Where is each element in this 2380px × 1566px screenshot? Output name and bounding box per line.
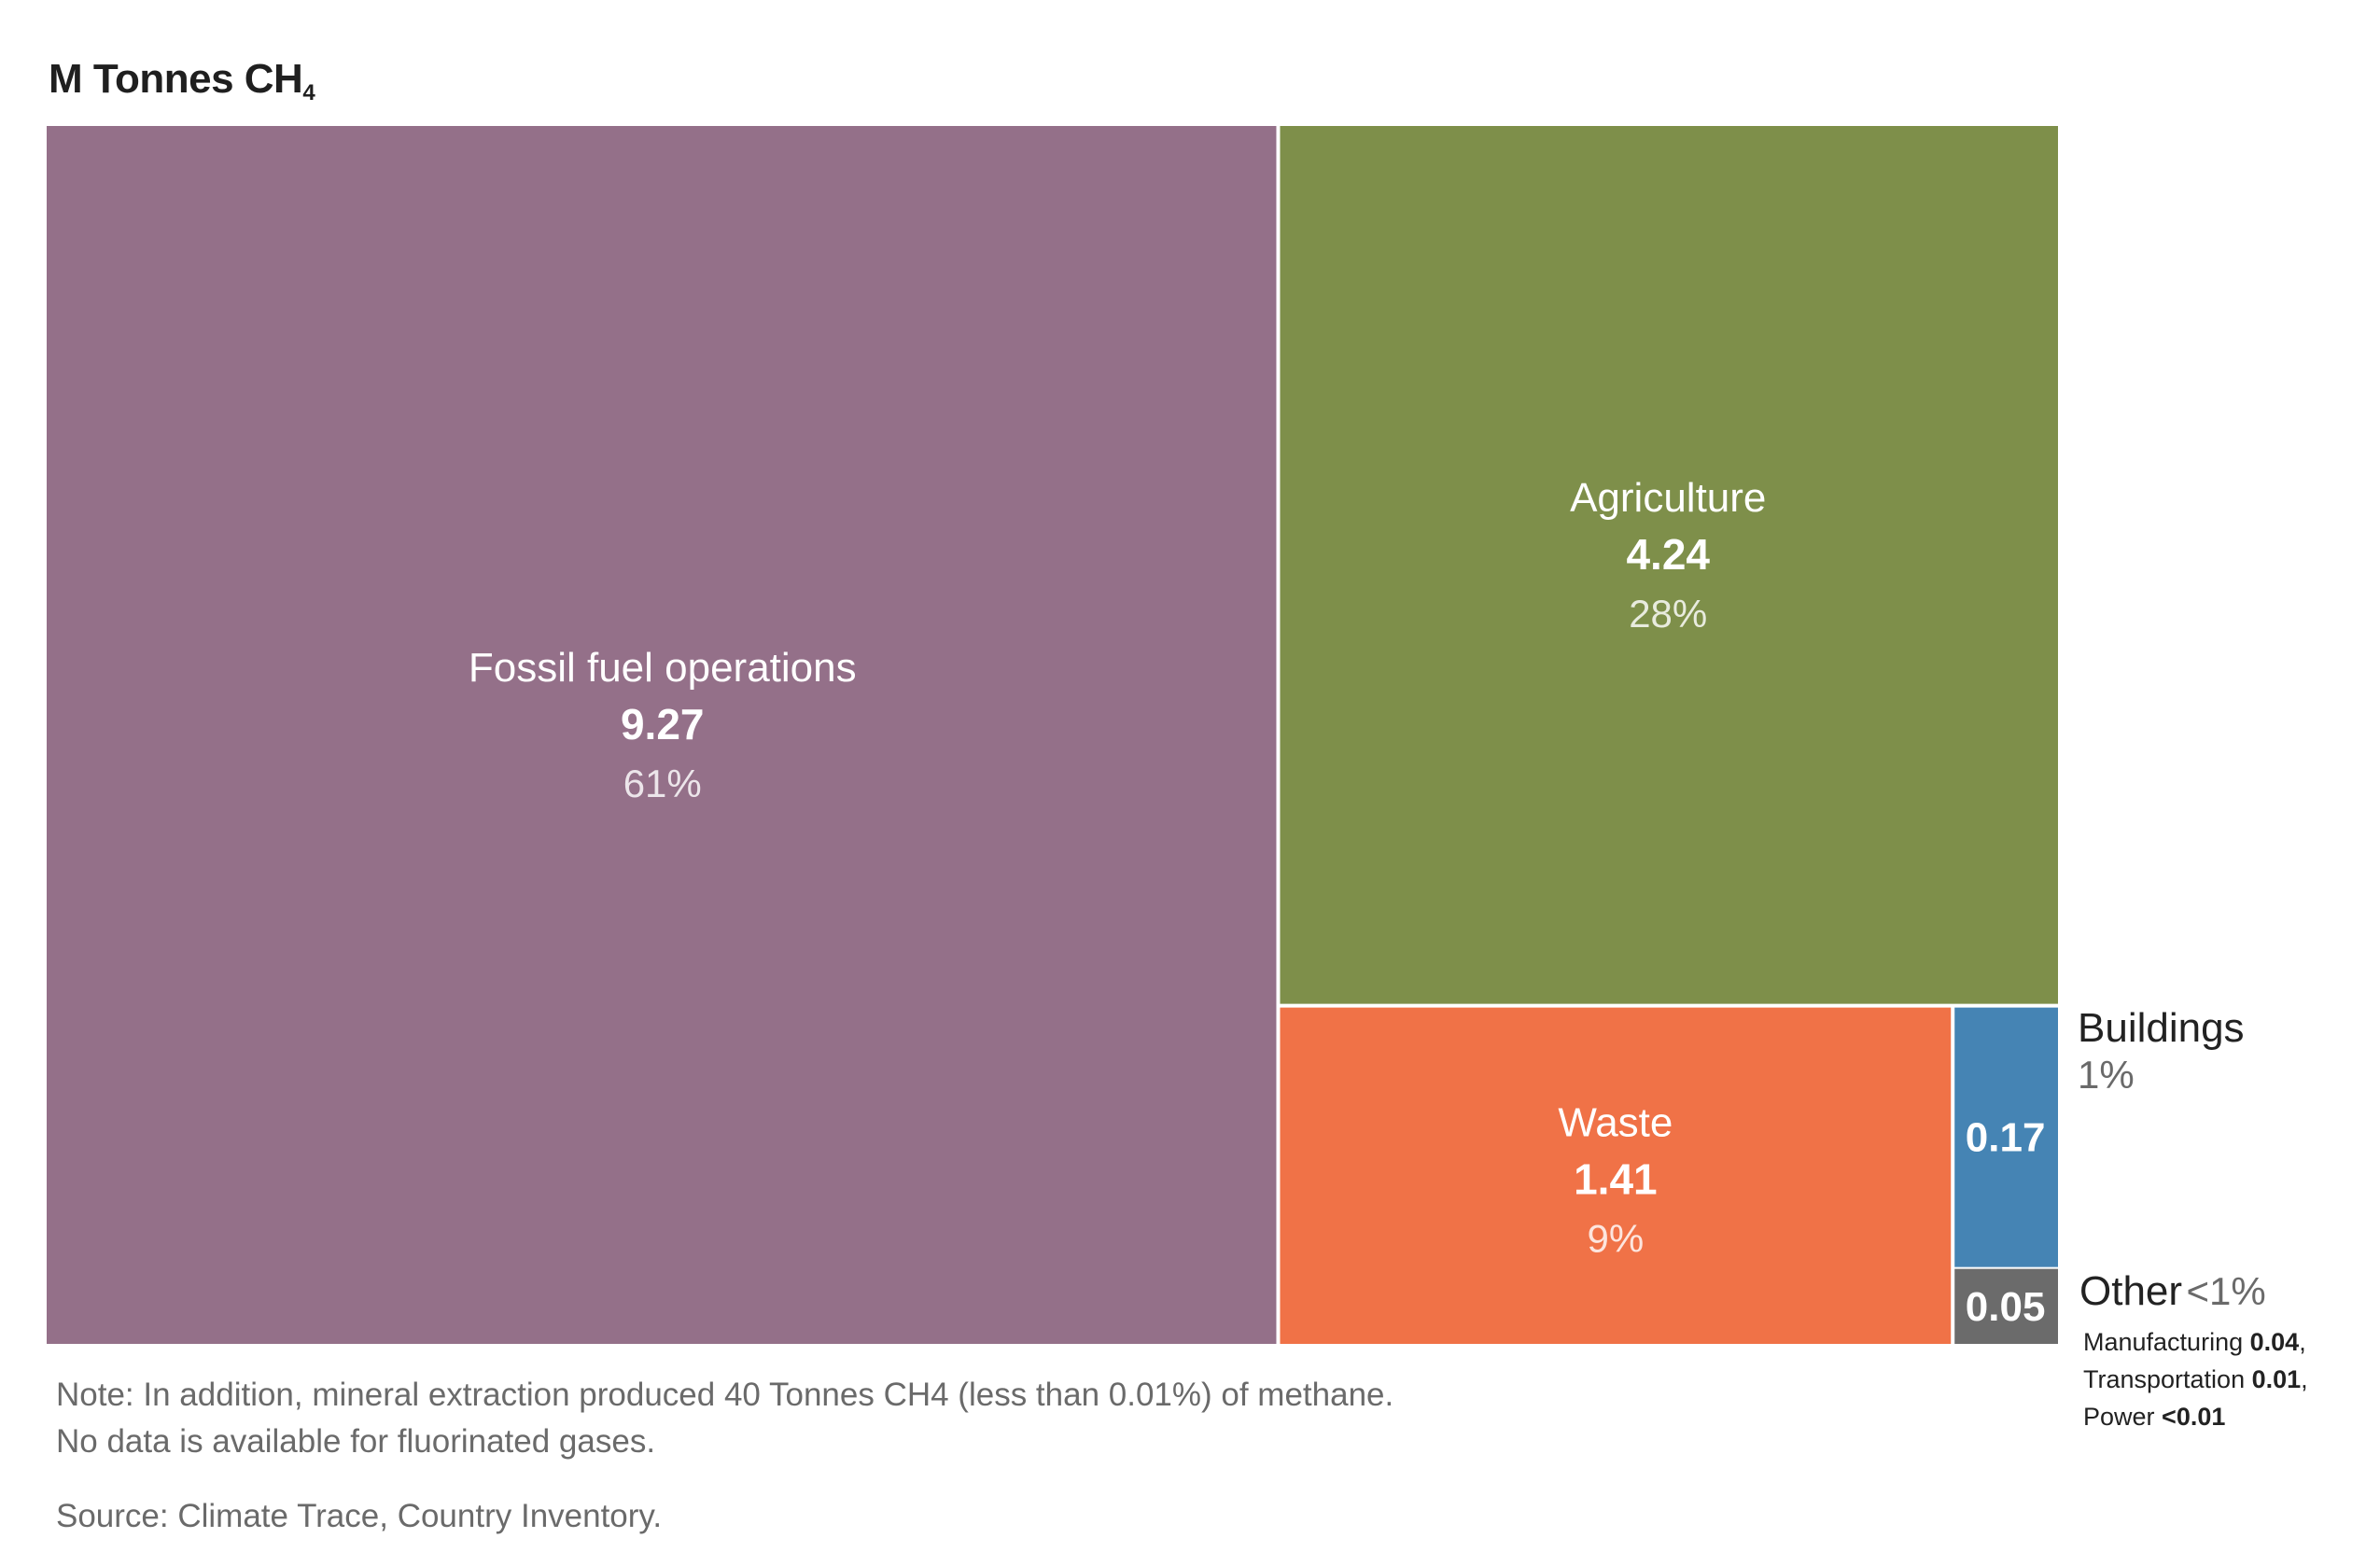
tile-value-agriculture: 4.24 (1626, 530, 1710, 579)
buildings-percent: 1% (2078, 1053, 2135, 1097)
buildings-name: Buildings (2078, 1005, 2245, 1051)
tile-value-buildings: 0.17 (1966, 1115, 2046, 1161)
breakdown-power: Power <0.01 (2083, 1403, 2226, 1431)
chart-source: Source: Climate Trace, Country Inventory… (56, 1498, 663, 1534)
other-breakdown: Manufacturing 0.04, Transportation 0.01,… (2083, 1323, 2308, 1435)
treemap-tile-agriculture (1280, 126, 2058, 1004)
other-external-label: Other <1% (2079, 1267, 2266, 1316)
note-line-2: No data is available for fluorinated gas… (56, 1423, 656, 1460)
tile-value-fossil: 9.27 (621, 700, 705, 748)
tile-percent-waste: 9% (1588, 1217, 1645, 1261)
tile-name-agriculture: Agriculture (1570, 475, 1766, 521)
tile-name-waste: Waste (1558, 1100, 1673, 1146)
tile-name-fossil: Fossil fuel operations (469, 645, 857, 691)
chart-note: Note: In addition, mineral extraction pr… (56, 1372, 1393, 1465)
treemap-tile-buildings (1954, 1007, 2058, 1267)
buildings-external-label: Buildings 1% (2078, 1004, 2245, 1098)
treemap-tile-waste (1280, 1007, 1952, 1344)
tile-percent-fossil: 61% (623, 762, 702, 805)
breakdown-transportation: Transportation 0.01, (2083, 1365, 2308, 1393)
tile-percent-agriculture: 28% (1629, 592, 1707, 636)
note-line-1: Note: In addition, mineral extraction pr… (56, 1377, 1394, 1413)
tile-value-waste: 1.41 (1574, 1155, 1658, 1204)
breakdown-manufacturing: Manufacturing 0.04, (2083, 1328, 2306, 1356)
other-percent: <1% (2186, 1269, 2266, 1313)
treemap-tile-other (1954, 1268, 2058, 1344)
other-name: Other (2079, 1268, 2183, 1314)
chart-title: M Tonnes CH4 (49, 56, 315, 105)
treemap-tile-fossil (47, 126, 1277, 1344)
tile-value-other: 0.05 (1966, 1284, 2046, 1330)
